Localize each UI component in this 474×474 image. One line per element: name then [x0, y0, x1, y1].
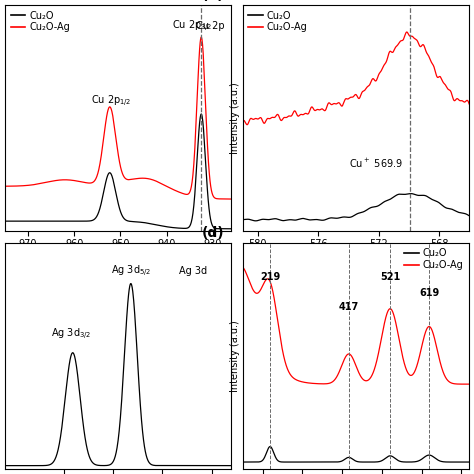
Text: (d): (d): [202, 227, 225, 240]
Y-axis label: Intensity (a.u.): Intensity (a.u.): [230, 320, 240, 392]
Text: 619: 619: [419, 288, 439, 298]
Text: Cu 2p: Cu 2p: [196, 21, 224, 31]
Text: Cu$^+$ 569.9: Cu$^+$ 569.9: [348, 157, 402, 170]
Y-axis label: Intensity (a.u.): Intensity (a.u.): [230, 82, 240, 154]
X-axis label: Binding energy (eV): Binding energy (eV): [297, 252, 415, 262]
Text: 521: 521: [380, 272, 400, 282]
Legend: Cu₂O, Cu₂O-Ag: Cu₂O, Cu₂O-Ag: [247, 9, 309, 33]
X-axis label: Binding energy (eV): Binding energy (eV): [59, 252, 177, 262]
Text: Ag 3d$_{5/2}$: Ag 3d$_{5/2}$: [110, 264, 151, 279]
Text: Cu 2p$_{3/2}$: Cu 2p$_{3/2}$: [172, 18, 212, 34]
Text: 219: 219: [260, 272, 280, 282]
Text: 417: 417: [339, 301, 359, 311]
Text: Ag 3d: Ag 3d: [179, 266, 207, 276]
Text: Ag 3d$_{3/2}$: Ag 3d$_{3/2}$: [51, 327, 91, 342]
Text: (b): (b): [202, 0, 225, 2]
Legend: Cu₂O, Cu₂O-Ag: Cu₂O, Cu₂O-Ag: [9, 9, 71, 33]
Text: Cu 2p$_{1/2}$: Cu 2p$_{1/2}$: [91, 93, 131, 109]
Legend: Cu₂O, Cu₂O-Ag: Cu₂O, Cu₂O-Ag: [403, 247, 465, 271]
